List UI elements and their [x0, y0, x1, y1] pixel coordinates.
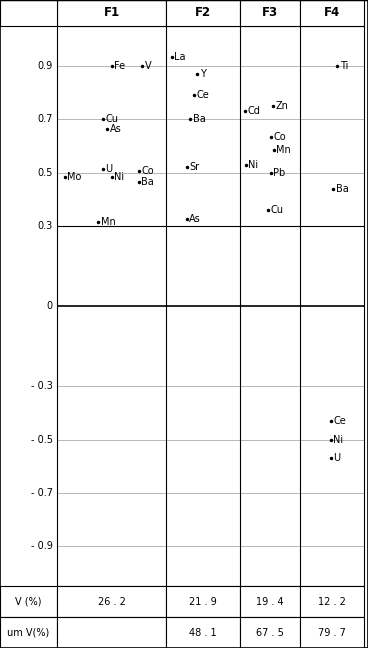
Text: F4: F4: [324, 6, 340, 19]
Text: - 0.7: - 0.7: [31, 488, 53, 498]
Text: 79 . 7: 79 . 7: [318, 628, 346, 638]
Text: 26 . 2: 26 . 2: [98, 597, 125, 607]
Text: Fe: Fe: [114, 61, 125, 71]
Text: 0.9: 0.9: [38, 61, 53, 71]
Text: Ba: Ba: [336, 184, 348, 194]
Text: - 0.3: - 0.3: [31, 381, 53, 391]
Text: Mn: Mn: [276, 145, 291, 155]
Text: - 0.9: - 0.9: [31, 541, 53, 551]
Text: Mo: Mo: [67, 172, 81, 181]
Text: 0.7: 0.7: [37, 114, 53, 124]
Text: F2: F2: [195, 6, 211, 19]
Text: Ni: Ni: [333, 435, 343, 445]
Text: Ba: Ba: [141, 177, 154, 187]
Text: Ba: Ba: [193, 114, 206, 124]
Text: um V(%): um V(%): [7, 628, 50, 638]
Text: - 0.5: - 0.5: [31, 435, 53, 445]
Text: Ce: Ce: [333, 416, 346, 426]
Text: U: U: [105, 164, 113, 174]
Text: Cu: Cu: [270, 205, 283, 215]
Text: Ni: Ni: [248, 159, 258, 170]
Text: V: V: [145, 61, 151, 71]
Text: Co: Co: [141, 167, 154, 176]
Text: Ti: Ti: [340, 61, 348, 71]
Text: Cd: Cd: [247, 106, 260, 117]
Text: 48 . 1: 48 . 1: [189, 628, 217, 638]
Text: 12 . 2: 12 . 2: [318, 597, 346, 607]
Text: F3: F3: [262, 6, 278, 19]
Text: 21 . 9: 21 . 9: [189, 597, 217, 607]
Text: 0.3: 0.3: [38, 221, 53, 231]
Text: La: La: [174, 52, 186, 62]
Text: Y: Y: [199, 69, 205, 79]
Text: Cu: Cu: [105, 114, 118, 124]
Text: 19 . 4: 19 . 4: [256, 597, 284, 607]
Text: As: As: [189, 214, 201, 224]
Text: As: As: [110, 124, 121, 133]
Text: 67 . 5: 67 . 5: [256, 628, 284, 638]
Text: Sr: Sr: [189, 163, 199, 172]
Text: Zn: Zn: [275, 101, 288, 111]
Text: Co: Co: [273, 132, 286, 142]
Text: 0.5: 0.5: [37, 168, 53, 178]
Text: Pb: Pb: [273, 168, 286, 178]
Text: Ce: Ce: [197, 90, 209, 100]
Text: U: U: [333, 454, 340, 463]
Text: Ni: Ni: [114, 172, 124, 181]
Text: F1: F1: [103, 6, 120, 19]
Text: 0: 0: [46, 301, 53, 311]
Text: V (%): V (%): [15, 597, 42, 607]
Text: Mn: Mn: [101, 217, 116, 227]
